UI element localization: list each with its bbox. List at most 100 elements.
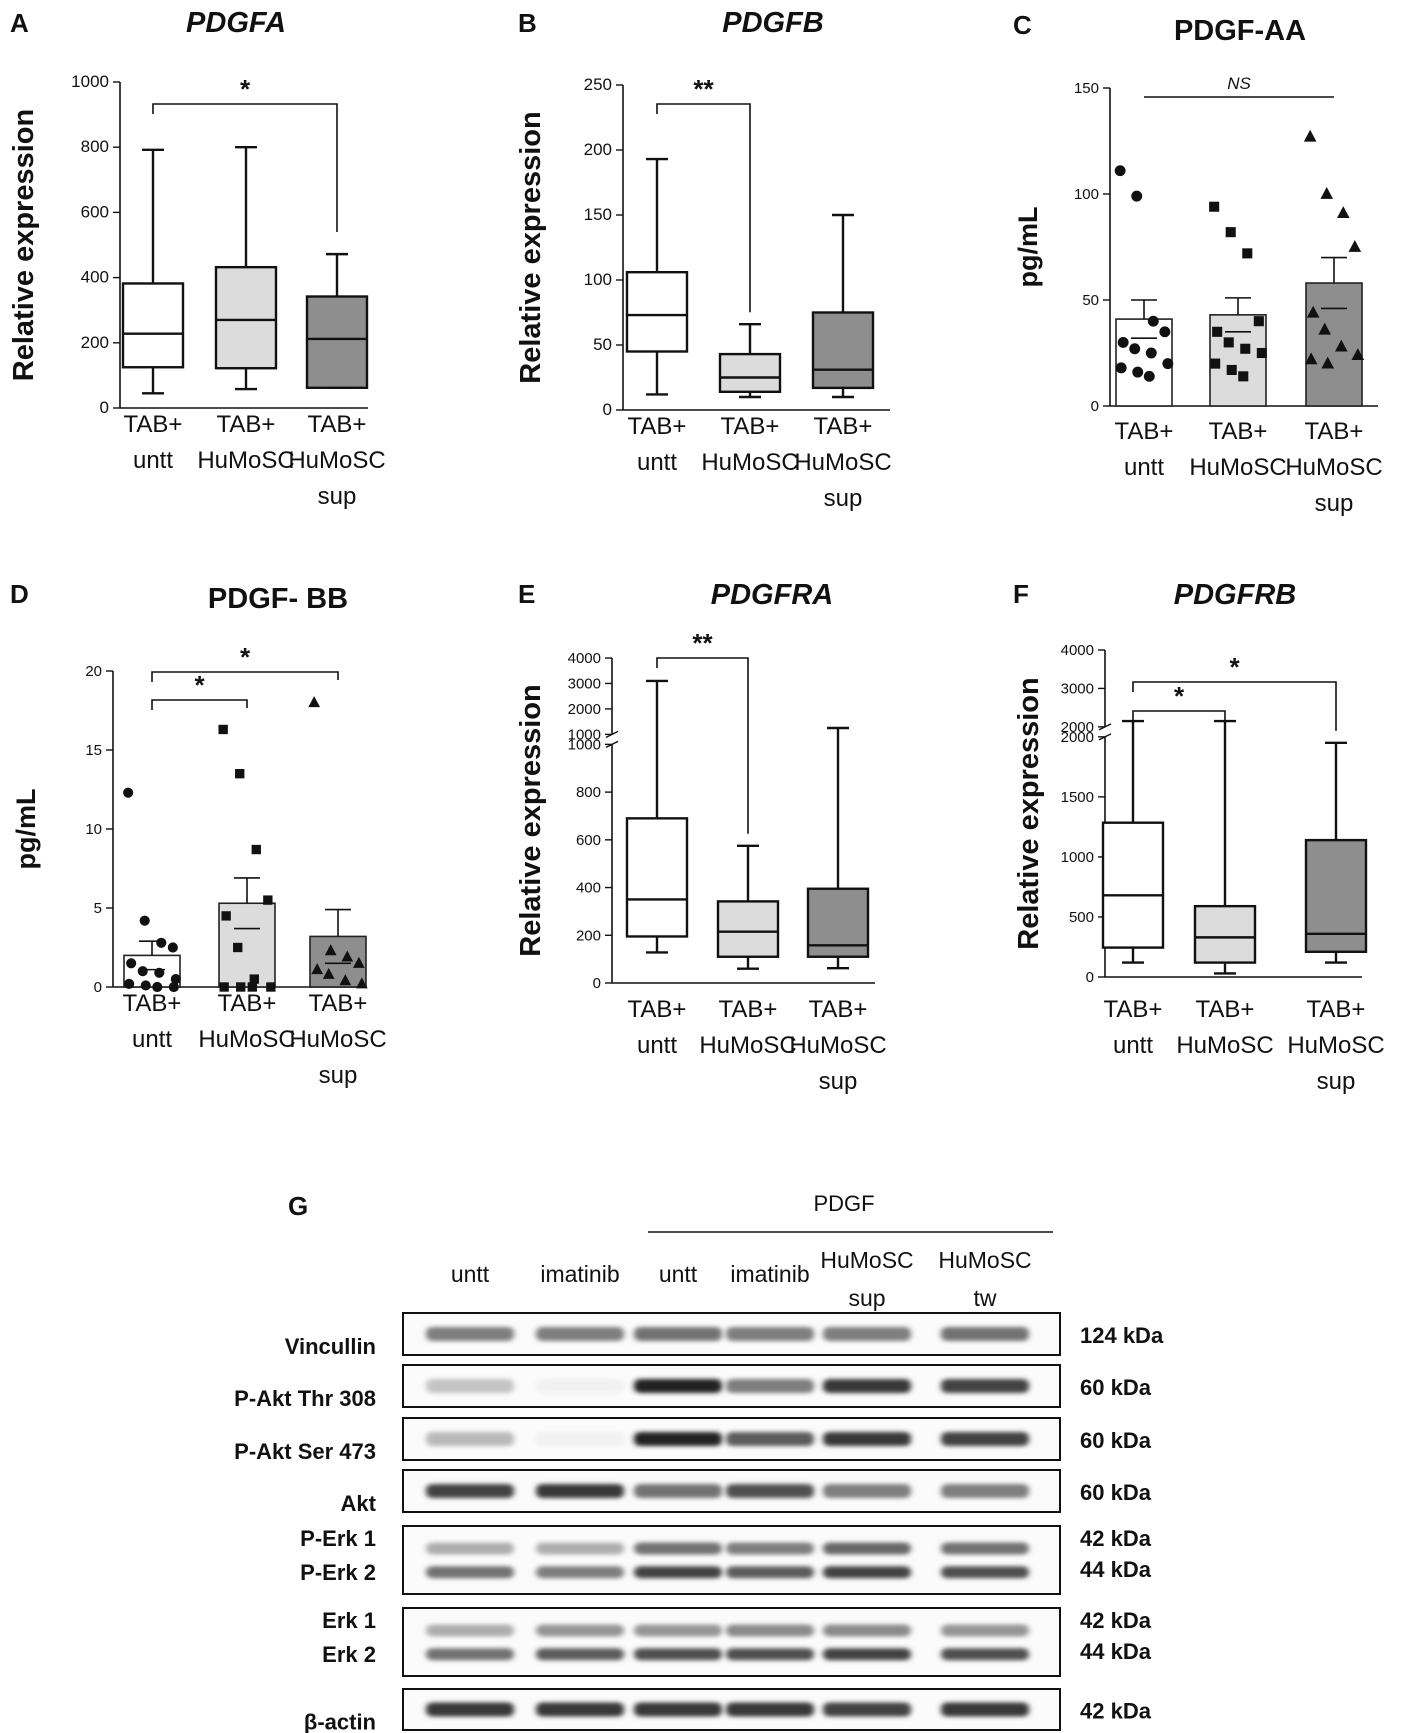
panel-b-category-label: TAB+ xyxy=(628,413,687,440)
panel-b-significance-label: ** xyxy=(693,74,714,104)
panel-a-ylabel: Relative expression xyxy=(8,109,40,381)
blot-band xyxy=(536,1566,624,1579)
panel-d-point xyxy=(140,980,151,991)
panel-d-point xyxy=(124,978,135,989)
panel-f-y-tick-label: 1000 xyxy=(1061,849,1094,866)
panel-e-y-tick-label: 0 xyxy=(593,975,601,992)
panel-c-category-label: TAB+ xyxy=(1115,418,1174,445)
panel-e-significance-label: ** xyxy=(692,628,713,658)
panel-c-point xyxy=(1225,227,1236,238)
panel-d-point xyxy=(322,967,335,979)
blot-band xyxy=(536,1702,624,1717)
panel-d-point xyxy=(308,696,321,708)
blot-row-label: P-Akt Ser 473 xyxy=(234,1439,376,1464)
blot-row-label: Vincullin xyxy=(285,1334,376,1359)
blot-band xyxy=(726,1702,814,1717)
panel-d-category-label: TAB+ xyxy=(218,990,277,1017)
panel-e-y-tick-label: 3000 xyxy=(568,675,601,692)
blot-band xyxy=(941,1566,1029,1579)
panel-e-box xyxy=(716,900,780,958)
panel-d-point xyxy=(339,974,352,986)
panel-d-point xyxy=(236,982,246,992)
panel-c-point xyxy=(1162,358,1174,370)
blot-band xyxy=(941,1702,1029,1717)
panel-e-category-label: TAB+ xyxy=(628,996,687,1023)
panel-e-category-label: TAB+ xyxy=(809,996,868,1023)
blot-band xyxy=(941,1542,1029,1555)
panel-c-ylabel: pg/mL xyxy=(1013,207,1043,288)
panel-f-y-tick-label: 2000 xyxy=(1061,719,1094,736)
blot-band xyxy=(634,1624,722,1637)
panel-c-y-tick-label: 100 xyxy=(1074,186,1099,203)
panel-c-point xyxy=(1114,165,1126,177)
blot-band xyxy=(941,1624,1029,1637)
blot-band xyxy=(823,1702,911,1717)
panel-f-box xyxy=(1193,904,1257,964)
panel-c-category-label: TAB+ xyxy=(1209,418,1268,445)
panel-d-point xyxy=(341,950,354,962)
panel-c-point xyxy=(1321,356,1335,369)
panel-d-point xyxy=(123,787,134,798)
panel-b-ylabel: Relative expression xyxy=(515,111,547,383)
blot-band xyxy=(823,1542,911,1555)
panel-c-point xyxy=(1320,187,1334,199)
panel-e-category-label: TAB+ xyxy=(719,996,778,1023)
blot-band xyxy=(536,1648,624,1661)
panel-c-point xyxy=(1253,316,1264,327)
blot-lane-label: untt xyxy=(659,1261,698,1287)
blot-band xyxy=(634,1566,722,1579)
blot-kda-label: 42 kDa xyxy=(1080,1608,1152,1633)
panel-d-point xyxy=(152,981,163,993)
blot-band xyxy=(536,1327,624,1341)
panel-c-letter: C xyxy=(1013,10,1032,40)
panel-a-box xyxy=(121,282,185,369)
panel-f-letter: F xyxy=(1013,579,1029,609)
blot-band xyxy=(726,1432,814,1446)
blot-band xyxy=(536,1379,624,1393)
panel-f-category-label: HuMoSC xyxy=(1176,1032,1273,1059)
blot-band xyxy=(634,1379,722,1393)
panel-c-point xyxy=(1238,371,1249,382)
blot-band xyxy=(634,1648,722,1661)
panel-d-y-tick-label: 15 xyxy=(85,742,102,759)
panel-d-point xyxy=(139,915,150,926)
panel-c-point xyxy=(1303,129,1317,142)
panel-a-category-label: TAB+ xyxy=(308,411,367,438)
panel-e-category-label: untt xyxy=(637,1032,677,1059)
panel-f-y-tick-label: 2000 xyxy=(1061,729,1094,746)
panel-d-point xyxy=(219,982,229,992)
panel-f-title: PDGFRB xyxy=(1174,579,1296,611)
panel-d-point xyxy=(355,977,368,989)
panel-f-category-label: sup xyxy=(1317,1068,1356,1095)
panel-e-significance-bracket xyxy=(656,657,749,834)
panel-e-category-label: sup xyxy=(819,1068,858,1095)
blot-lane-label: untt xyxy=(451,1261,490,1287)
blot-band xyxy=(536,1624,624,1637)
panel-d-point xyxy=(167,942,178,953)
panel-b-category-label: sup xyxy=(824,485,863,512)
blot-band xyxy=(726,1327,814,1341)
panel-e-y-tick-label: 1000 xyxy=(568,736,601,753)
blot-band xyxy=(426,1432,514,1446)
panel-c-point xyxy=(1132,366,1144,378)
panel-c-point xyxy=(1304,352,1318,365)
panel-a-y-tick-label: 0 xyxy=(100,398,109,417)
blot-band xyxy=(823,1566,911,1579)
blot-row-label: P-Erk 2 xyxy=(300,1560,376,1585)
panel-f-category-label: TAB+ xyxy=(1104,996,1163,1023)
blot-band xyxy=(634,1702,722,1717)
blot-band xyxy=(426,1484,514,1498)
panel-b-category-label: TAB+ xyxy=(814,413,873,440)
blot-row-label: β-actin xyxy=(304,1710,376,1733)
panel-a-significance-label: * xyxy=(240,74,251,104)
panel-b-category-label: TAB+ xyxy=(721,413,780,440)
blot-band xyxy=(726,1648,814,1661)
panel-b-significance-bracket xyxy=(656,103,751,313)
blot-band xyxy=(726,1624,814,1637)
panel-f-y-tick-label: 0 xyxy=(1086,969,1094,986)
panel-d-significance-bracket xyxy=(151,699,248,710)
panel-c-point xyxy=(1145,347,1157,359)
blot-lane-label: sup xyxy=(848,1285,885,1311)
panel-c-point xyxy=(1318,322,1332,335)
panel-f-significance-bracket xyxy=(1132,710,1226,721)
